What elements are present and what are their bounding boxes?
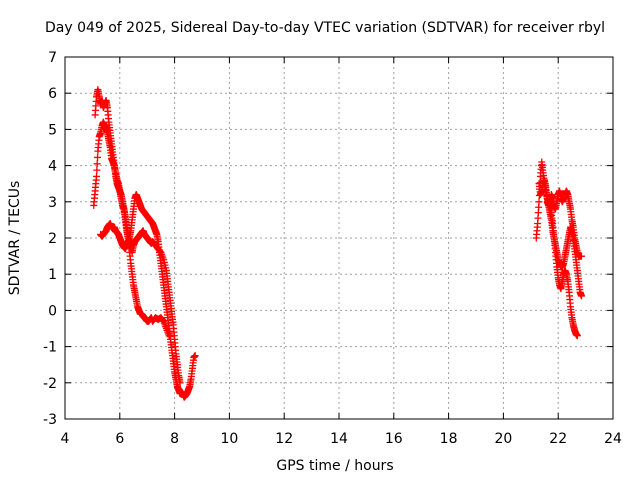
y-tick-label: 5 <box>48 122 57 138</box>
chart-title: Day 049 of 2025, Sidereal Day-to-day VTE… <box>45 20 605 36</box>
data-point <box>191 352 199 360</box>
x-tick-label: 16 <box>385 431 403 447</box>
x-tick-label: 4 <box>61 431 70 447</box>
y-tick-label: -2 <box>43 376 57 392</box>
x-tick-label: 10 <box>220 431 238 447</box>
data-point <box>535 198 543 206</box>
data-point <box>93 172 101 180</box>
x-axis-label: GPS time / hours <box>276 458 393 474</box>
y-tick-label: 7 <box>48 50 57 66</box>
x-tick-label: 8 <box>170 431 179 447</box>
grid-lines <box>65 57 613 419</box>
y-tick-label: 6 <box>48 86 57 102</box>
x-tick-label: 22 <box>549 431 567 447</box>
y-axis-label: SDTVAR / TECUs <box>7 181 23 296</box>
data-point <box>93 160 101 168</box>
data-point <box>577 252 585 260</box>
data-point <box>94 153 102 161</box>
data-point <box>573 332 581 340</box>
x-tick-labels: 4 6 8 10 12 14 16 18 20 22 24 <box>61 431 622 447</box>
data-point <box>93 166 101 174</box>
y-tick-labels: -3 -2 -1 0 1 2 3 4 5 6 7 <box>43 50 57 428</box>
x-tick-label: 18 <box>440 431 458 447</box>
x-tick-label: 12 <box>275 431 293 447</box>
y-tick-label: -3 <box>43 412 57 428</box>
data-point <box>577 292 585 300</box>
x-tick-label: 24 <box>604 431 622 447</box>
y-tick-label: 4 <box>48 159 57 175</box>
x-tick-label: 20 <box>494 431 512 447</box>
y-tick-label: 0 <box>48 303 57 319</box>
data-marks <box>90 86 585 401</box>
y-tick-label: 2 <box>48 231 57 247</box>
x-tick-label: 6 <box>115 431 124 447</box>
axis-ticks <box>64 56 614 420</box>
y-tick-label: 1 <box>48 267 57 283</box>
y-tick-label: 3 <box>48 195 57 211</box>
x-tick-label: 14 <box>330 431 348 447</box>
y-tick-label: -1 <box>43 340 57 356</box>
